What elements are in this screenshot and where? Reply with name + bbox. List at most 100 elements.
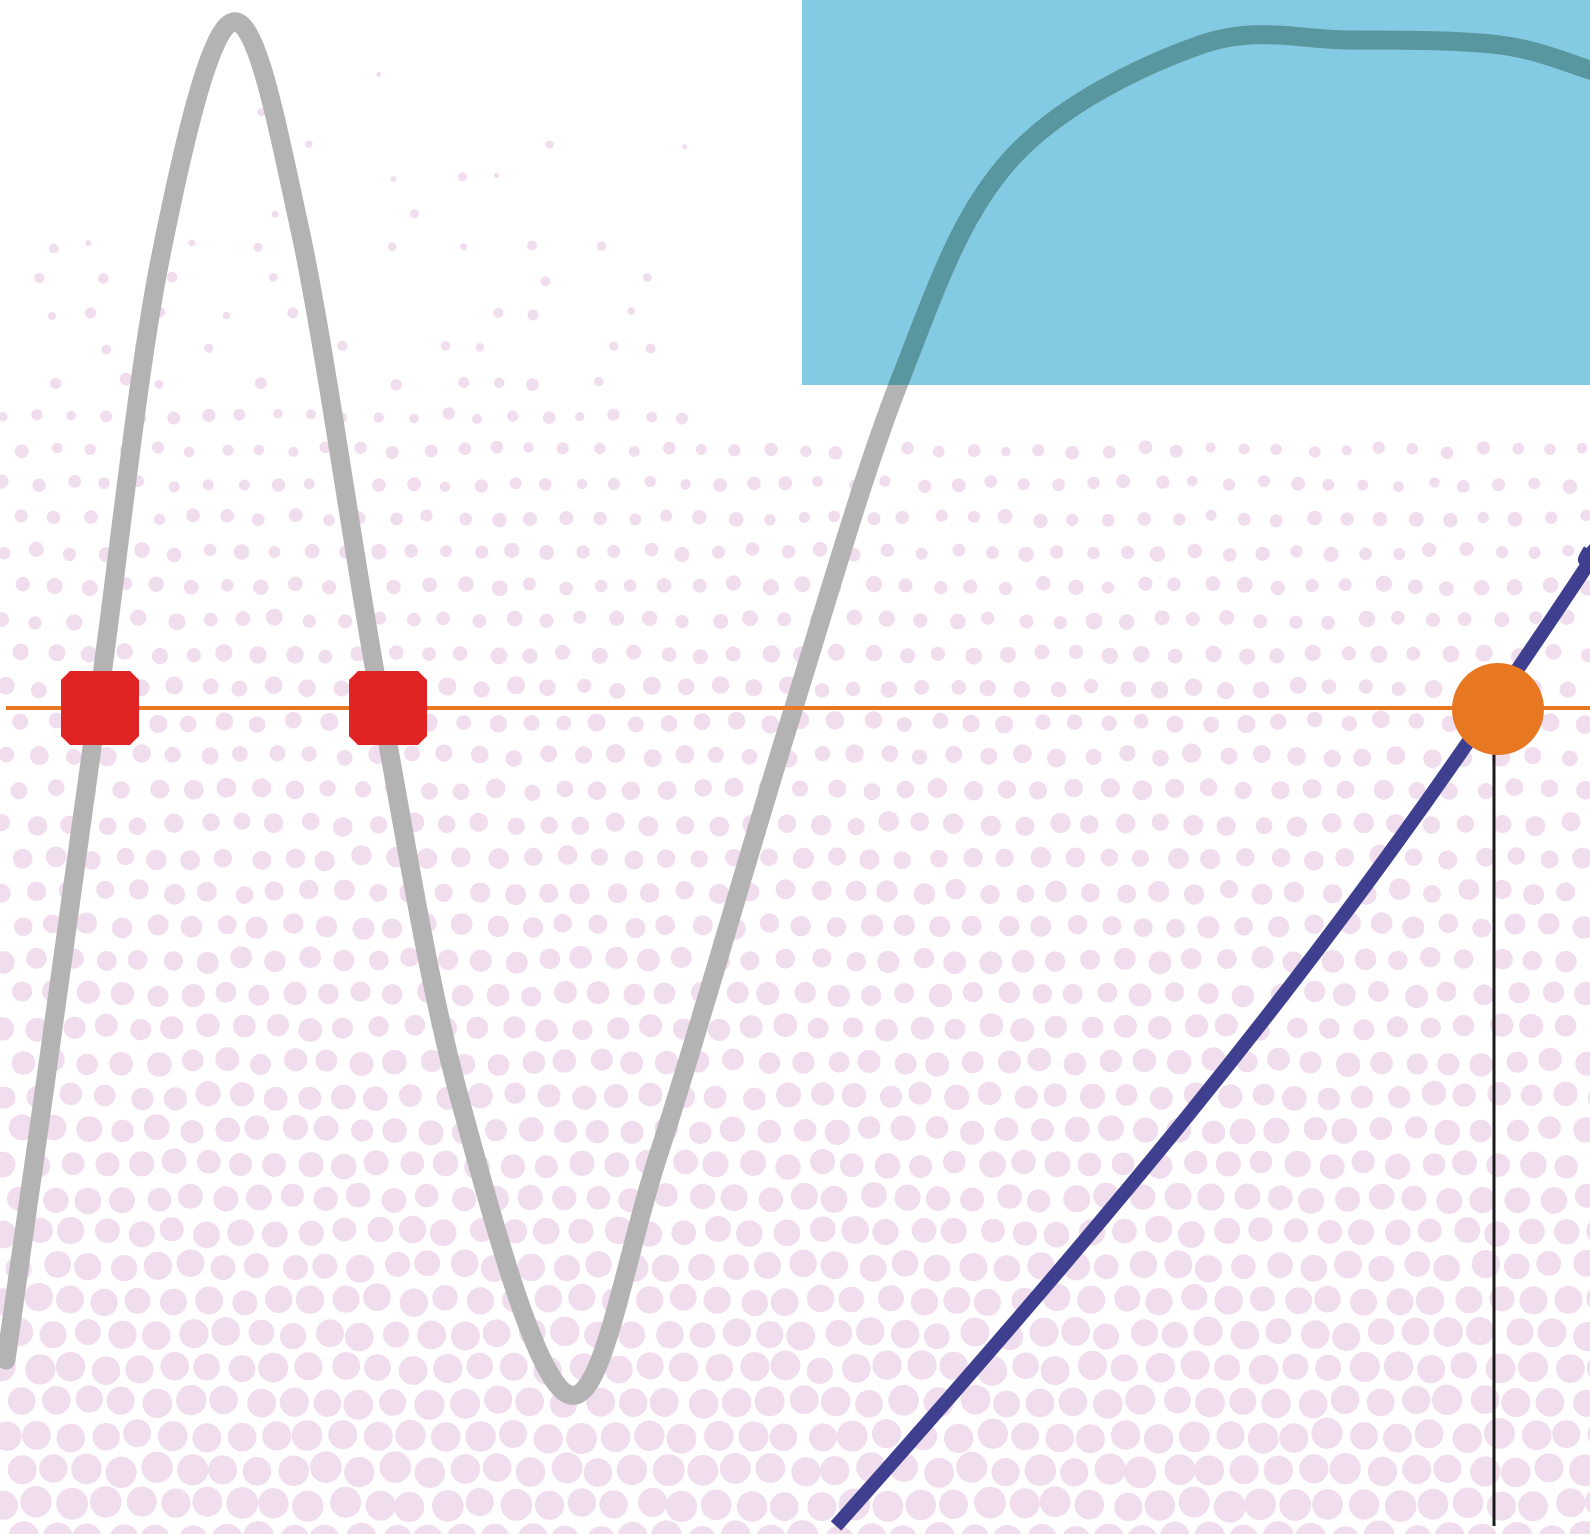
halftone-dot	[539, 545, 554, 560]
halftone-dot	[1484, 1221, 1510, 1247]
halftone-dot	[1043, 1221, 1070, 1248]
halftone-dot	[1154, 610, 1170, 626]
halftone-dot	[791, 1457, 821, 1487]
halftone-dot	[643, 749, 662, 768]
halftone-dot	[247, 1388, 277, 1418]
halftone-dot	[193, 1221, 220, 1249]
halftone-dot	[1030, 915, 1052, 937]
halftone-dot	[1010, 1018, 1035, 1043]
halftone-dot	[1305, 578, 1319, 593]
halftone-dot	[1169, 444, 1183, 458]
halftone-dot	[1404, 1251, 1431, 1277]
halftone-dot	[183, 446, 195, 458]
halftone-dot	[1423, 749, 1442, 768]
halftone-dot	[908, 1081, 932, 1105]
halftone-dot	[556, 442, 569, 455]
halftone-dot	[1372, 511, 1388, 527]
halftone-dot	[1177, 1221, 1205, 1248]
halftone-dot	[556, 780, 574, 798]
halftone-dot	[128, 879, 149, 900]
halftone-dot	[1164, 1454, 1196, 1486]
halftone-dot	[1267, 1047, 1290, 1071]
halftone-dot	[689, 1121, 712, 1145]
halftone-dot	[39, 1454, 68, 1483]
halftone-dot	[890, 1319, 920, 1349]
halftone-dot	[1454, 949, 1474, 969]
light-blue-panel	[802, 0, 1590, 385]
halftone-dot	[577, 678, 592, 694]
halftone-dot	[305, 409, 317, 420]
halftone-dot	[1524, 747, 1542, 764]
halftone-dot	[674, 546, 690, 562]
halftone-dot	[345, 1322, 374, 1352]
halftone-dot	[857, 1523, 887, 1534]
halftone-dot	[938, 1489, 969, 1519]
halftone-dot	[960, 1317, 990, 1347]
halftone-dot	[319, 780, 336, 797]
halftone-dot	[98, 477, 110, 489]
halftone-dot	[1197, 916, 1220, 939]
halftone-dot	[493, 307, 504, 318]
halftone-dot	[1100, 778, 1120, 798]
halftone-dot	[1493, 815, 1512, 834]
halftone-dot	[1287, 747, 1306, 766]
halftone-dot	[407, 477, 421, 492]
halftone-dot	[25, 1354, 56, 1385]
halftone-dot	[1166, 1050, 1192, 1075]
halftone-dot	[1358, 679, 1373, 694]
halftone-dot	[905, 1489, 936, 1521]
halftone-dot	[828, 847, 847, 866]
halftone-dot	[1286, 816, 1307, 837]
halftone-dot	[1373, 779, 1394, 800]
halftone-dot	[47, 779, 65, 796]
halftone-dot	[109, 1052, 133, 1076]
halftone-dot	[878, 610, 895, 627]
halftone-dot	[390, 512, 403, 526]
halftone-dot	[1408, 579, 1423, 595]
halftone-dot	[459, 512, 472, 526]
halftone-dot	[1216, 816, 1236, 836]
halftone-dot	[1332, 1526, 1359, 1534]
halftone-dot	[228, 1355, 256, 1382]
halftone-dot	[1033, 513, 1048, 529]
halftone-dot	[330, 1486, 362, 1518]
halftone-dot	[1043, 1083, 1067, 1107]
halftone-dot	[1145, 1215, 1173, 1243]
halftone-dot	[638, 816, 659, 837]
halftone-dot	[703, 1286, 731, 1314]
halftone-dot	[979, 1151, 1006, 1178]
halftone-dot	[537, 1084, 561, 1108]
halftone-dot	[1143, 1424, 1174, 1454]
halftone-dot	[504, 542, 520, 559]
halftone-dot	[669, 1283, 697, 1311]
halftone-dot	[534, 1285, 563, 1313]
halftone-dot	[588, 1526, 615, 1534]
halftone-dot	[11, 1051, 36, 1075]
rising-curve	[830, 544, 1590, 1531]
halftone-dot	[812, 476, 823, 487]
halftone-dot	[1194, 1455, 1225, 1486]
halftone-dot	[1506, 1318, 1534, 1346]
halftone-dot	[1027, 1047, 1052, 1072]
halftone-dot	[450, 1454, 481, 1484]
halftone-dot	[794, 576, 811, 593]
halftone-dot	[1044, 951, 1066, 972]
halftone-dot	[343, 1389, 374, 1420]
halftone-dot	[554, 980, 577, 1004]
halftone-dot	[235, 611, 251, 626]
halftone-dot	[333, 949, 355, 972]
halftone-dot	[141, 1451, 173, 1484]
halftone-dot	[394, 1491, 425, 1522]
halftone-dot	[559, 581, 573, 596]
halftone-dot	[196, 1149, 221, 1174]
halftone-dot	[925, 1116, 949, 1139]
halftone-dot	[911, 1217, 937, 1243]
halftone-dot	[363, 1283, 391, 1311]
halftone-dot	[484, 1119, 507, 1142]
halftone-dot	[841, 1083, 867, 1108]
halftone-dot	[532, 1217, 560, 1245]
halftone-dot	[1125, 1384, 1156, 1415]
halftone-dot	[1160, 1521, 1190, 1534]
halftone-dot	[913, 948, 935, 969]
intersection-marker	[349, 671, 427, 745]
